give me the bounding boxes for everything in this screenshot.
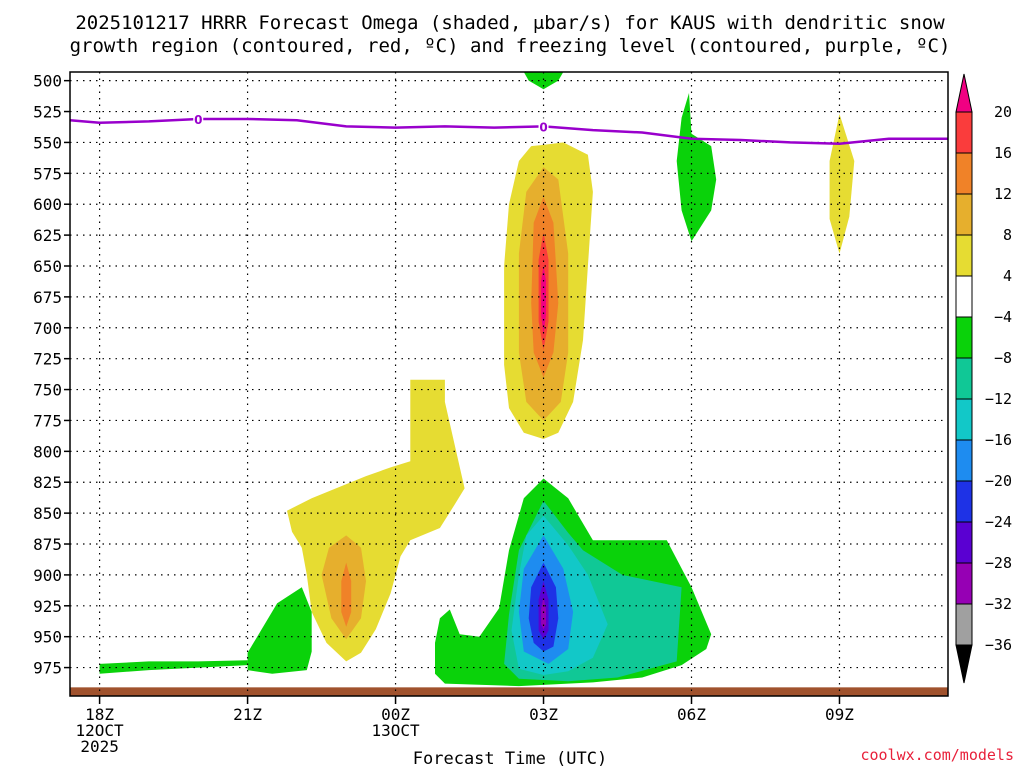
colorbar-level-label-1: −32 <box>985 595 1012 613</box>
y-tick-label-875: 875 <box>33 535 62 554</box>
colorbar-segment-10 <box>955 234 973 277</box>
y-tick-label-950: 950 <box>33 628 62 647</box>
colorbar-segment-4 <box>955 480 973 523</box>
y-tick-label-725: 725 <box>33 350 62 369</box>
colorbar-segment-1 <box>955 603 973 646</box>
freezing-level-label-1: 0 <box>539 120 547 134</box>
colorbar-legend: −36 −32 −28 −24 −20 −16 −12 −8 −4 4 8 12 16 20 <box>955 73 1012 684</box>
y-tick-label-825: 825 <box>33 473 62 492</box>
x-tick-label-3-0: 21Z <box>233 705 262 724</box>
x-tick-label-6-1: 13OCT <box>371 721 420 740</box>
colorbar-level-label-3: −24 <box>985 513 1012 531</box>
y-tick-label-500: 500 <box>33 72 62 91</box>
colorbar-level-label-11: 12 <box>994 185 1012 203</box>
shade-green-top-500 <box>523 72 564 90</box>
colorbar-segment-6 <box>955 398 973 441</box>
shade-green-22z <box>247 587 312 674</box>
y-tick-label-775: 775 <box>33 411 62 430</box>
colorbar-level-label-9: 4 <box>1003 267 1012 285</box>
shade-purple-03z <box>541 597 546 630</box>
colorbar-level-label-13: 20 <box>994 103 1012 121</box>
colorbar-segment-7 <box>955 357 973 400</box>
colorbar-segment-9 <box>955 275 973 318</box>
x-tick-label-15-0: 09Z <box>825 705 854 724</box>
site-credit[interactable]: coolwx.com/models <box>860 746 1014 764</box>
y-tick-label-675: 675 <box>33 288 62 307</box>
colorbar-level-label-4: −20 <box>985 472 1012 490</box>
x-axis-title: Forecast Time (UTC) <box>413 749 607 768</box>
x-tick-label-0-2: 2025 <box>80 737 119 756</box>
colorbar-segment-12 <box>955 152 973 195</box>
colorbar-level-label-10: 8 <box>1003 226 1012 244</box>
y-tick-label-700: 700 <box>33 319 62 338</box>
shade-green-surface-strip <box>99 660 248 674</box>
freezing-level-contour: 00 <box>69 110 948 145</box>
y-tick-label-625: 625 <box>33 226 62 245</box>
colorbar-bottom-triangle <box>955 644 973 684</box>
y-tick-label-850: 850 <box>33 504 62 523</box>
chart-title-line2: growth region (contoured, red, ºC) and f… <box>70 35 951 57</box>
x-tick-label-0-1: 12OCT <box>76 721 125 740</box>
colorbar-segment-11 <box>955 193 973 236</box>
y-tick-label-750: 750 <box>33 381 62 400</box>
shade-yellow-09z <box>829 114 855 254</box>
y-tick-label-575: 575 <box>33 164 62 183</box>
plot-gridlines <box>70 72 948 696</box>
shade-yellow-00z <box>287 379 465 662</box>
colorbar-level-label-8: −4 <box>994 308 1012 326</box>
shade-orange-00z <box>341 562 352 627</box>
freezing-label-bg-1 <box>538 118 549 134</box>
y-tick-label-925: 925 <box>33 597 62 616</box>
colorbar-level-label-7: −8 <box>994 349 1012 367</box>
omega-shading-layer <box>99 72 855 687</box>
y-tick-label-800: 800 <box>33 442 62 461</box>
y-tick-label-600: 600 <box>33 195 62 214</box>
y-tick-label-975: 975 <box>33 659 62 678</box>
colorbar-top-triangle <box>955 73 973 113</box>
colorbar-segment-8 <box>955 316 973 359</box>
colorbar-level-label-12: 16 <box>994 144 1012 162</box>
y-tick-label-525: 525 <box>33 103 62 122</box>
plot-frame <box>69 71 949 697</box>
x-tick-label-12-0: 06Z <box>677 705 706 724</box>
y-tick-label-900: 900 <box>33 566 62 585</box>
colorbar-level-label-2: −28 <box>985 554 1012 572</box>
x-tick-label-6-0: 00Z <box>381 705 410 724</box>
x-tick-label-9-0: 03Z <box>529 705 558 724</box>
surface-ground-band <box>70 687 948 696</box>
chart-title-line1: 2025101217 HRRR Forecast Omega (shaded, … <box>75 12 945 34</box>
colorbar-level-label-0: −36 <box>985 636 1012 654</box>
colorbar-level-label-5: −16 <box>985 431 1012 449</box>
colorbar-segment-3 <box>955 521 973 564</box>
y-tick-label-650: 650 <box>33 257 62 276</box>
x-tick-label-0-0: 18Z <box>85 705 114 724</box>
colorbar-segment-13 <box>955 111 973 154</box>
colorbar-segment-2 <box>955 562 973 605</box>
shade-green-550-630 <box>676 93 717 242</box>
colorbar-segment-5 <box>955 439 973 482</box>
freezing-label-bg-0 <box>193 110 204 126</box>
y-axis: 500 525 550 575 600 625 650 675 700 725 750 775 800 8… <box>33 72 70 678</box>
freezing-level-label-0: 0 <box>194 113 202 127</box>
y-tick-label-550: 550 <box>33 133 62 152</box>
colorbar-level-label-6: −12 <box>985 390 1012 408</box>
